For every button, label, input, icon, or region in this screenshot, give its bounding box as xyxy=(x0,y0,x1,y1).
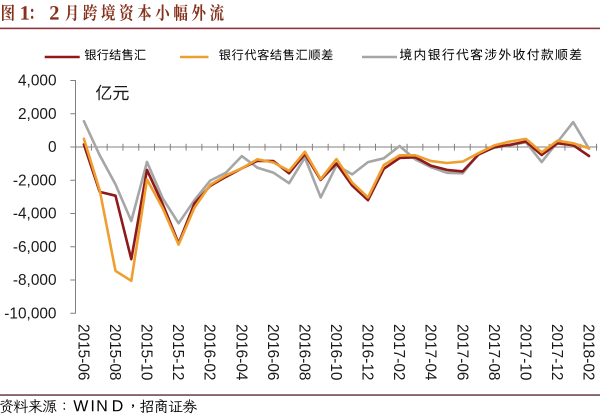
svg-text:2017-10: 2017-10 xyxy=(516,324,533,380)
svg-text:4,000: 4,000 xyxy=(18,73,57,90)
svg-text:2016-04: 2016-04 xyxy=(232,324,249,381)
svg-text:2015-06: 2015-06 xyxy=(74,324,91,380)
svg-text:2017-02: 2017-02 xyxy=(390,324,407,380)
svg-text:2017-06: 2017-06 xyxy=(453,324,470,380)
svg-text:2,000: 2,000 xyxy=(18,106,57,123)
svg-text:0: 0 xyxy=(48,139,57,156)
svg-text:-4,000: -4,000 xyxy=(13,206,57,223)
svg-text:2015-10: 2015-10 xyxy=(138,324,155,380)
svg-text:2017-12: 2017-12 xyxy=(548,324,565,380)
svg-text:-2,000: -2,000 xyxy=(13,172,57,189)
svg-text:2018-02: 2018-02 xyxy=(580,324,597,380)
svg-text:-6,000: -6,000 xyxy=(13,239,57,256)
svg-text:2016-02: 2016-02 xyxy=(201,324,218,380)
svg-text:2017-08: 2017-08 xyxy=(485,324,502,380)
svg-text:2016-06: 2016-06 xyxy=(264,324,281,380)
svg-text:2015-08: 2015-08 xyxy=(106,324,123,380)
svg-text:-10,000: -10,000 xyxy=(4,305,56,322)
svg-text:-8,000: -8,000 xyxy=(13,272,57,289)
svg-text:2017-04: 2017-04 xyxy=(422,324,439,381)
svg-text:2015-12: 2015-12 xyxy=(169,324,186,380)
svg-text:2016-10: 2016-10 xyxy=(327,324,344,380)
svg-text:2016-12: 2016-12 xyxy=(359,324,376,380)
svg-text:2016-08: 2016-08 xyxy=(295,324,312,380)
